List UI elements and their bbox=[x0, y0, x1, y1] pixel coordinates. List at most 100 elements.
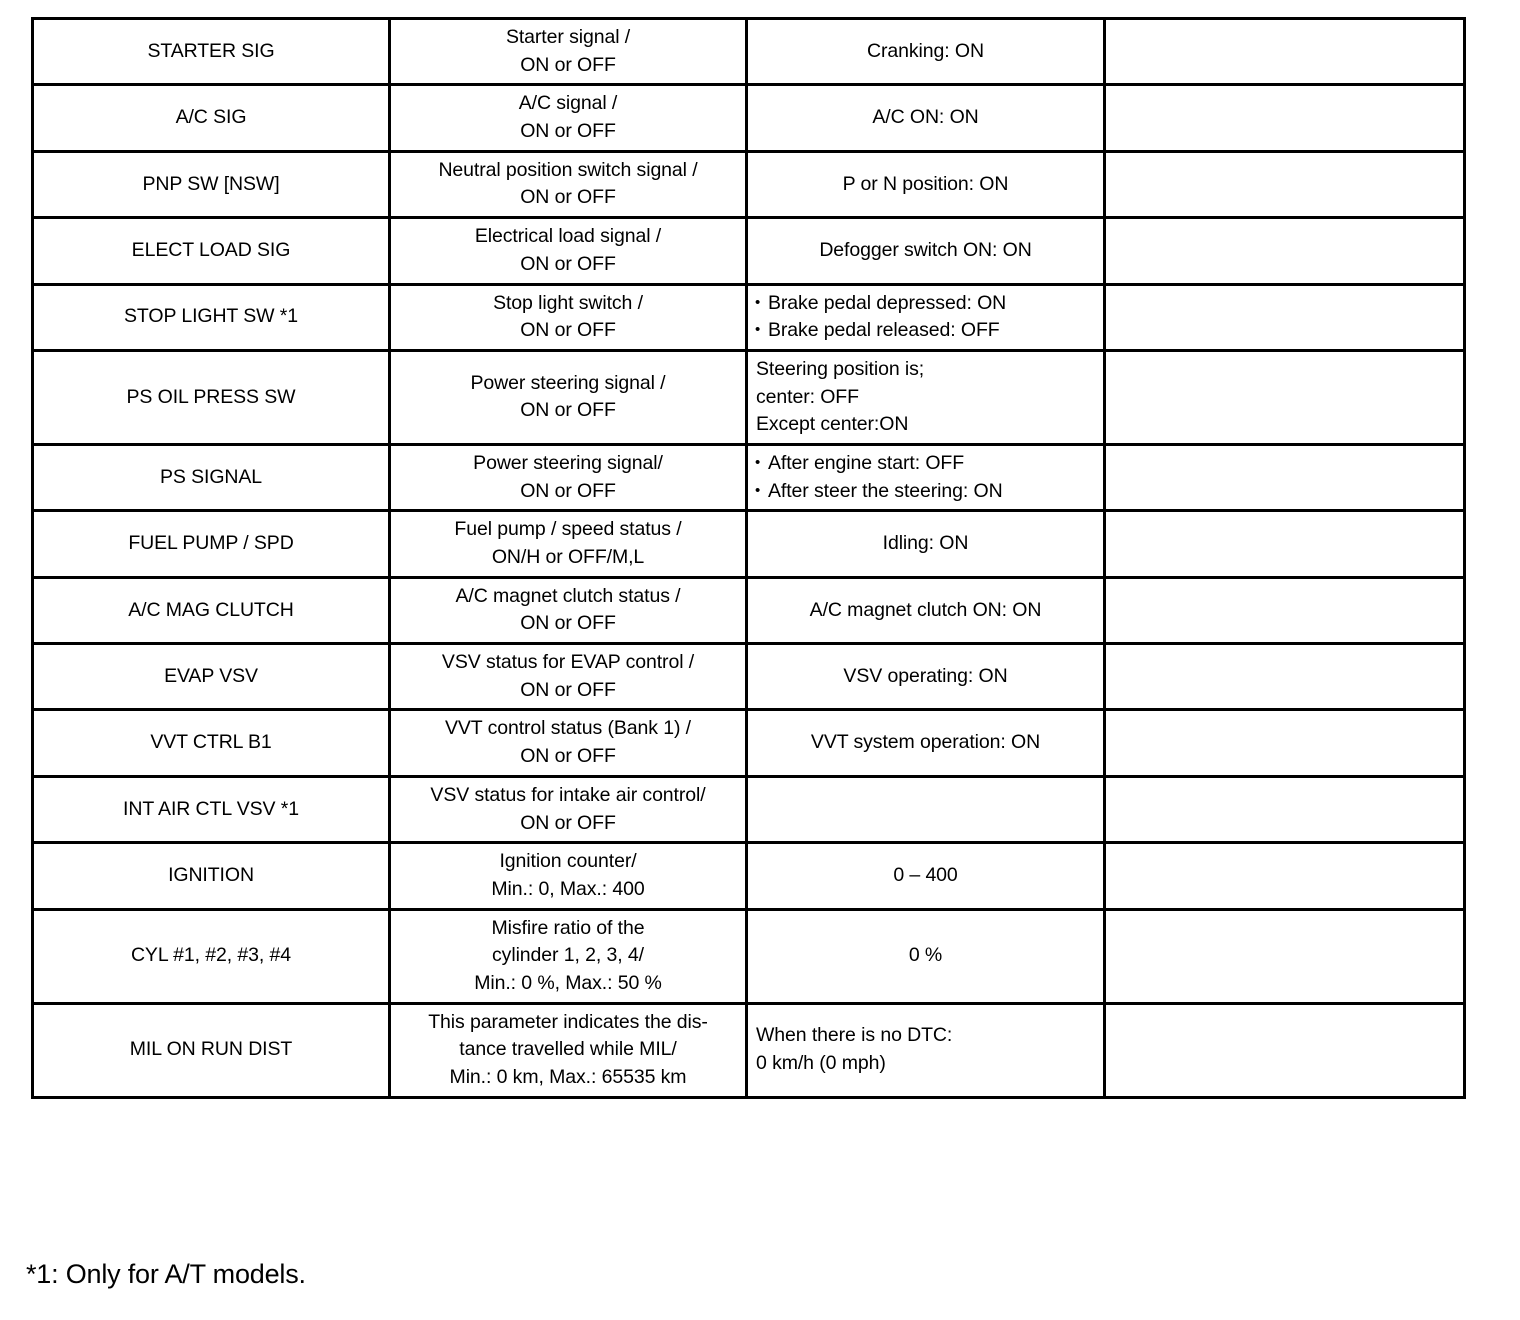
measurement-item-line: ON or OFF bbox=[520, 53, 616, 76]
cell-measurement-item: VSV status for EVAP control / ON or OFF bbox=[388, 642, 748, 712]
parameter-name-text: INT AIR CTL VSV *1 bbox=[123, 797, 299, 820]
parameter-name-text: ELECT LOAD SIG bbox=[131, 238, 291, 261]
cell-measurement-item: A/C magnet clutch status / ON or OFF bbox=[388, 575, 748, 646]
measurement-item-line: cylinder 1, 2, 3, 4/ bbox=[492, 944, 644, 967]
cell-parameter-name: INT AIR CTL VSV *1 bbox=[31, 774, 391, 845]
cell-normal-condition: When there is no DTC: 0 km/h (0 mph) bbox=[745, 1001, 1106, 1099]
measurement-item-line: Stop light switch / bbox=[493, 291, 643, 314]
table-row: STOP LIGHT SW *1 Stop light switch / ON or… bbox=[31, 282, 1466, 352]
normal-condition-line: Brake pedal released: OFF bbox=[756, 317, 1095, 345]
table-row: IGNITION Ignition counter/Min.: 0, Max.: … bbox=[31, 841, 1466, 911]
table-row: STARTER SIG Starter signal / ON or OFF Cran… bbox=[31, 16, 1466, 87]
parameter-name-text: MIL ON RUN DIST bbox=[129, 1038, 293, 1061]
normal-condition-line: center: OFF bbox=[756, 385, 859, 408]
cell-parameter-name: A/C SIG bbox=[31, 83, 391, 153]
cell-measurement-item: Ignition counter/Min.: 0, Max.: 400 bbox=[388, 841, 748, 911]
cell-parameter-name: ELECT LOAD SIG bbox=[31, 216, 391, 286]
cell-normal-condition: Cranking: ON bbox=[745, 16, 1106, 87]
parameter-name-text: PNP SW [NSW] bbox=[142, 172, 280, 195]
cell-measurement-item: Power steering signal/ON or OFF bbox=[388, 442, 748, 513]
table-row: A/C MAG CLUTCH A/C magnet clutch status /… bbox=[31, 575, 1466, 646]
cell-normal-condition: VVT system operation: ON bbox=[745, 708, 1106, 778]
cell-parameter-name: EVAP VSV bbox=[31, 642, 391, 712]
cell-normal-condition bbox=[745, 774, 1106, 845]
measurement-item-line: ON/H or OFF/M,L bbox=[491, 546, 645, 568]
cell-measurement-item: A/C signal / ON or OFF bbox=[388, 83, 748, 153]
normal-condition-line: VVT system operation: ON bbox=[810, 731, 1041, 754]
cell-normal-condition: P or N position: ON bbox=[745, 149, 1106, 220]
measurement-item-line: Fuel pump / speed status / bbox=[454, 518, 682, 541]
table-row: CYL #1, #2, #3, #4 Misfire ratio of the cy… bbox=[31, 907, 1466, 1005]
table-row: VVT CTRL B1 VVT control status (Bank 1) /… bbox=[31, 708, 1466, 778]
cell-measurement-item: Electrical load signal / ON or OFF bbox=[388, 216, 748, 286]
table-row: PS OIL PRESS SW Power steering signal / ON… bbox=[31, 348, 1466, 446]
normal-condition-line: P or N position: ON bbox=[842, 172, 1009, 195]
cell-normal-condition: After engine start: OFFAfter steer the s… bbox=[745, 442, 1106, 513]
normal-condition-line: After engine start: OFF bbox=[756, 450, 1095, 478]
footnote-at-models: *1: Only for A/T models. bbox=[26, 1259, 306, 1289]
parameter-name-text: CYL #1, #2, #3, #4 bbox=[130, 944, 292, 967]
cell-measurement-item: Starter signal / ON or OFF bbox=[388, 16, 748, 87]
cell-parameter-name: MIL ON RUN DIST bbox=[31, 1001, 391, 1099]
normal-condition-line: A/C ON: ON bbox=[872, 106, 979, 129]
measurement-item-line: A/C magnet clutch status / bbox=[455, 584, 681, 607]
cell-measurement-item: Power steering signal / ON or OFF bbox=[388, 348, 748, 446]
cell-parameter-name: VVT CTRL B1 bbox=[31, 708, 391, 778]
cell-diagnostic-note bbox=[1103, 708, 1466, 778]
parameter-name-text: STARTER SIG bbox=[147, 39, 275, 62]
cell-parameter-name: STOP LIGHT SW *1 bbox=[31, 282, 391, 352]
cell-parameter-name: PS OIL PRESS SW bbox=[31, 348, 391, 446]
normal-condition-line: Idling: ON bbox=[882, 532, 969, 555]
measurement-item-line: tance travelled while MIL/ bbox=[459, 1038, 677, 1061]
cell-normal-condition: VSV operating: ON bbox=[745, 642, 1106, 712]
measurement-item-line: Power steering signal/ bbox=[473, 451, 663, 474]
normal-condition-line: 0 – 400 bbox=[893, 864, 958, 887]
cell-diagnostic-note bbox=[1103, 1001, 1466, 1099]
measurement-item-line: VSV status for EVAP control / bbox=[441, 651, 695, 674]
parameter-name-text: IGNITION bbox=[168, 864, 254, 887]
cell-diagnostic-note bbox=[1103, 348, 1466, 446]
measurement-item-line: ON or OFF bbox=[520, 120, 616, 143]
normal-condition-line: Cranking: ON bbox=[867, 39, 984, 62]
table-body: STARTER SIG Starter signal / ON or OFF Cran… bbox=[31, 16, 1466, 1099]
table-row: PS SIGNAL Power steering signal/ON or OFF… bbox=[31, 442, 1466, 513]
measurement-item-line: Misfire ratio of the bbox=[491, 916, 645, 939]
cell-diagnostic-note bbox=[1103, 149, 1466, 220]
measurement-item-line: ON or OFF bbox=[520, 612, 616, 635]
measurement-item-line: ON or OFF bbox=[520, 678, 616, 701]
cell-measurement-item: Fuel pump / speed status / ON/H or OFF/M,… bbox=[388, 509, 748, 579]
cell-parameter-name: STARTER SIG bbox=[31, 16, 391, 87]
normal-condition-line: Defogger switch ON: ON bbox=[819, 238, 1032, 261]
table-row: A/C SIG A/C signal / ON or OFF A/C ON: ON bbox=[31, 83, 1466, 153]
parameter-name-text: VVT CTRL B1 bbox=[150, 731, 272, 754]
table-row: INT AIR CTL VSV *1 VSV status for intake … bbox=[31, 774, 1466, 845]
measurement-item-line: ON or OFF bbox=[520, 319, 616, 342]
measurement-item-line: ON or OFF bbox=[520, 186, 616, 209]
cell-parameter-name: CYL #1, #2, #3, #4 bbox=[31, 907, 391, 1005]
measurement-item-line: ON or OFF bbox=[520, 479, 616, 502]
cell-measurement-item: This parameter indicates the dis-tance t… bbox=[388, 1001, 748, 1099]
cell-normal-condition: Steering position is; center: OFF Except c… bbox=[745, 348, 1106, 446]
parameter-name-text: A/C SIG bbox=[175, 106, 247, 129]
cell-measurement-item: VSV status for intake air control/ON or … bbox=[388, 774, 748, 845]
cell-diagnostic-note bbox=[1103, 774, 1466, 845]
cell-diagnostic-note bbox=[1103, 16, 1466, 87]
cell-normal-condition: Brake pedal depressed: ONBrake pedal rel… bbox=[745, 282, 1106, 352]
normal-condition-line: Except center:ON bbox=[756, 413, 909, 436]
parameter-name-text: EVAP VSV bbox=[164, 664, 258, 687]
normal-condition-line: 0 % bbox=[908, 944, 943, 967]
measurement-item-line: Ignition counter/ bbox=[499, 850, 637, 873]
table-row: EVAP VSV VSV status for EVAP control / ON … bbox=[31, 642, 1466, 712]
measurement-item-line: ON or OFF bbox=[520, 252, 616, 275]
parameter-name-text: PS OIL PRESS SW bbox=[126, 385, 296, 408]
cell-parameter-name: IGNITION bbox=[31, 841, 391, 911]
cell-parameter-name: PS SIGNAL bbox=[31, 442, 391, 513]
cell-parameter-name: A/C MAG CLUTCH bbox=[31, 575, 391, 646]
cell-measurement-item: Misfire ratio of the cylinder 1, 2, 3, 4/… bbox=[388, 907, 748, 1005]
measurement-item-line: Min.: 0 %, Max.: 50 % bbox=[474, 971, 662, 994]
cell-diagnostic-note bbox=[1103, 282, 1466, 352]
measurement-item-line: ON or OFF bbox=[520, 399, 616, 422]
parameter-name-text: FUEL PUMP / SPD bbox=[128, 532, 294, 555]
parameter-name-text: STOP LIGHT SW *1 bbox=[124, 305, 298, 328]
